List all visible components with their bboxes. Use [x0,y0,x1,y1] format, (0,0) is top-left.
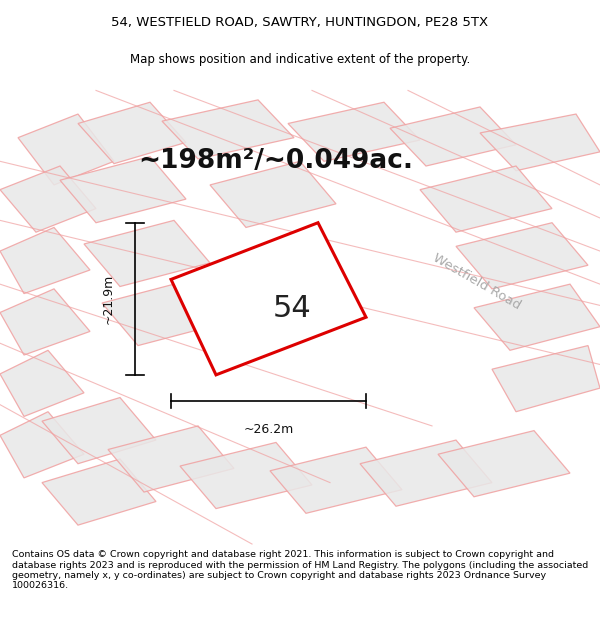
Polygon shape [180,442,312,509]
Text: Contains OS data © Crown copyright and database right 2021. This information is : Contains OS data © Crown copyright and d… [12,550,588,591]
Polygon shape [42,459,156,525]
Text: ~198m²/~0.049ac.: ~198m²/~0.049ac. [139,148,413,174]
Text: ~21.9m: ~21.9m [101,274,115,324]
Polygon shape [474,284,600,350]
Polygon shape [0,289,90,355]
Polygon shape [60,157,186,222]
Polygon shape [78,102,186,164]
Polygon shape [456,222,588,289]
Text: 54: 54 [272,294,311,322]
Polygon shape [42,398,156,464]
Text: ~26.2m: ~26.2m [244,422,293,436]
Text: Westfield Road: Westfield Road [431,251,523,312]
Polygon shape [270,447,402,513]
Polygon shape [162,100,294,159]
Polygon shape [0,412,84,478]
Polygon shape [171,222,366,375]
Polygon shape [18,114,114,185]
Polygon shape [480,114,600,171]
Polygon shape [102,279,228,346]
Polygon shape [420,166,552,232]
Text: 54, WESTFIELD ROAD, SAWTRY, HUNTINGDON, PE28 5TX: 54, WESTFIELD ROAD, SAWTRY, HUNTINGDON, … [112,16,488,29]
Polygon shape [288,102,420,161]
Polygon shape [210,161,336,228]
Polygon shape [0,166,96,232]
Polygon shape [84,221,210,286]
Polygon shape [108,426,234,492]
Polygon shape [438,431,570,497]
Text: Map shows position and indicative extent of the property.: Map shows position and indicative extent… [130,53,470,66]
Polygon shape [360,440,492,506]
Polygon shape [390,107,516,166]
Polygon shape [0,228,90,294]
Polygon shape [492,346,600,412]
Polygon shape [0,350,84,416]
